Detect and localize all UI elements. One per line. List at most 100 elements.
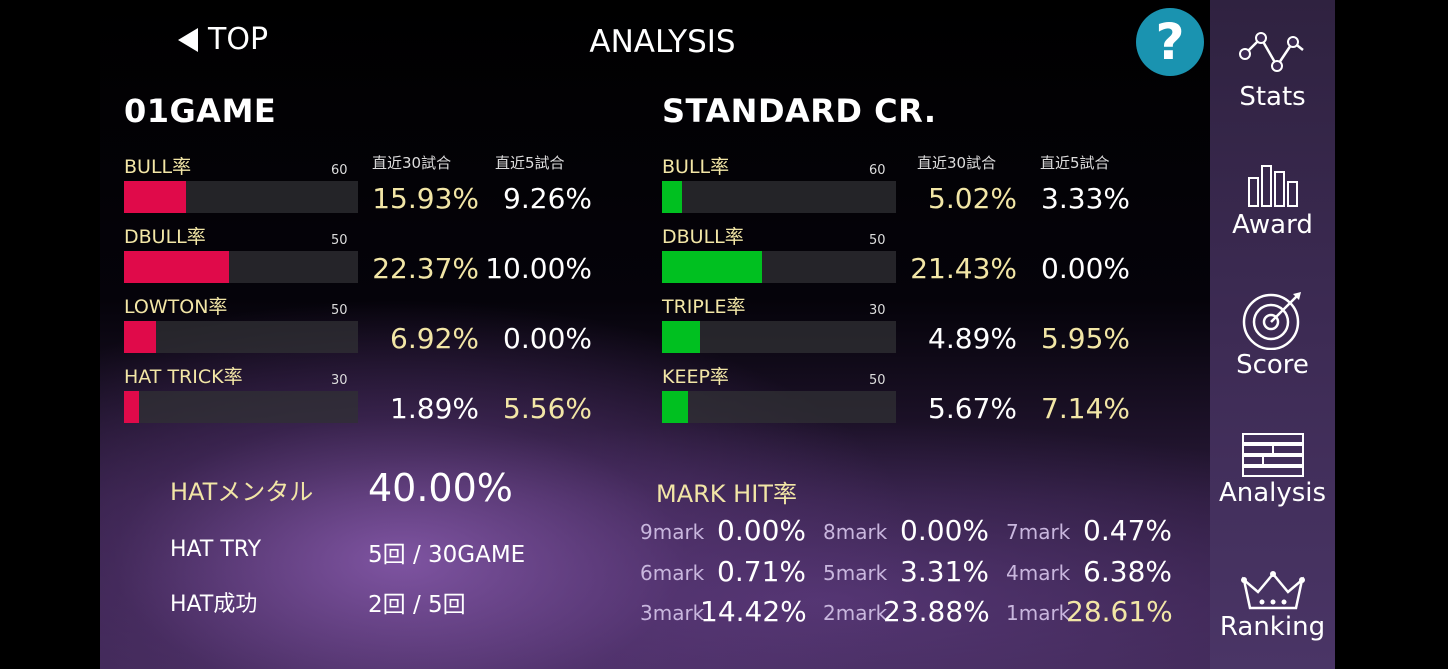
cricket-stat-recent5: 0.00% [1041,252,1130,285]
sidebar-label-analysis: Analysis [1218,478,1327,508]
mark-hit-value: 3.31% [900,555,989,588]
mark-hit-value: 0.00% [717,514,806,547]
game01-stat-max: 60 [331,163,348,178]
analysis-screen: TOP ANALYSIS ? 01GAME 直近30試合 直近5試合 BULL率… [100,0,1210,669]
cricket-stat-max: 60 [869,163,886,178]
mark-hit-value: 0.00% [900,514,989,547]
cricket-stat-bar [662,181,896,213]
mark-hit-label: 5mark [823,561,888,585]
cricket-title: STANDARD CR. [662,92,937,130]
cricket-stat-recent30: 4.89% [928,322,1017,355]
cricket-stat-bar-fill [662,181,682,213]
page-title: ANALYSIS [589,24,736,60]
sidebar-label-ranking: Ranking [1219,612,1326,642]
hat-try-value: 5回 / 30GAME [368,542,526,568]
cricket-stat-label: BULL率 [662,156,730,178]
game01-stat-bar [124,321,358,353]
analysis-icon [1241,433,1304,477]
hat-success-label: HAT成功 [170,592,258,617]
sidebar-item-score[interactable]: Score [1210,290,1335,380]
cricket-stat-recent30: 21.43% [910,252,1017,285]
game01-col-recent30: 直近30試合 [372,154,452,172]
mark-hit-label: 2mark [823,601,888,625]
mark-hit-value: 28.61% [1066,595,1173,628]
game01-stat-label: HAT TRICK率 [124,366,243,388]
mark-hit-label: 8mark [823,520,888,544]
cricket-stat-recent30: 5.67% [928,392,1017,425]
game01-stat-recent30: 1.89% [390,392,479,425]
mark-hit-value: 6.38% [1083,555,1172,588]
cricket-stat-label: KEEP率 [662,366,729,388]
cricket-stat-recent5: 5.95% [1041,322,1130,355]
game01-stat-max: 50 [331,303,348,318]
sidebar-label-stats: Stats [1239,82,1306,112]
cricket-stat-label: DBULL率 [662,226,744,248]
game01-stat-label: DBULL率 [124,226,206,248]
game01-stat-bar [124,251,358,283]
game01-title: 01GAME [124,92,277,130]
sidebar-item-stats[interactable]: Stats [1210,30,1335,112]
hat-try-label: HAT TRY [170,537,262,562]
cricket-stat-bar-fill [662,391,689,423]
crown-icon [1240,571,1305,610]
game01-stat-bar [124,391,358,423]
game01-col-recent5: 直近5試合 [495,154,565,172]
game01-stat-bar-fill [124,251,229,283]
mark-hit-label: 7mark [1006,520,1071,544]
cricket-stat-max: 30 [869,303,886,318]
cricket-col-recent30: 直近30試合 [917,154,997,172]
sidebar-label-score: Score [1236,350,1309,380]
mark-hit-label: 6mark [640,561,705,585]
cricket-stat-bar-fill [662,321,701,353]
mark-hit-title: MARK HIT率 [656,480,797,508]
award-icon [1247,165,1298,207]
sidebar-item-analysis[interactable]: Analysis [1210,432,1335,508]
top-back-button[interactable]: TOP [178,22,268,57]
stats-icon [1238,32,1304,72]
mark-hit-label: 4mark [1006,561,1071,585]
cricket-stat-bar [662,391,896,423]
mark-hit-value: 14.42% [700,595,807,628]
hat-success-value: 2回 / 5回 [368,592,466,618]
sidebar-item-ranking[interactable]: Ranking [1210,570,1335,642]
mark-hit-value: 23.88% [883,595,990,628]
cricket-stat-recent30: 5.02% [928,182,1017,215]
cricket-stat-recent5: 7.14% [1041,392,1130,425]
cricket-stat-bar [662,251,896,283]
game01-stat-recent5: 9.26% [503,182,592,215]
game01-stat-max: 30 [331,373,348,388]
game01-stat-bar-fill [124,181,186,213]
mark-hit-label: 9mark [640,520,705,544]
cricket-stat-max: 50 [869,233,886,248]
game01-stat-recent30: 22.37% [372,252,479,285]
game01-stat-recent30: 15.93% [372,182,479,215]
top-back-label: TOP [208,22,269,57]
cricket-stat-max: 50 [869,373,886,388]
cricket-stat-label: TRIPLE率 [662,296,746,318]
target-icon [1242,292,1301,350]
hat-mental-label: HATメンタル [170,478,314,506]
mark-hit-label: 3mark [640,601,705,625]
cricket-stat-recent5: 3.33% [1041,182,1130,215]
cricket-stat-bar-fill [662,251,763,283]
sidebar-label-award: Award [1232,210,1313,240]
cricket-col-recent5: 直近5試合 [1040,154,1110,172]
game01-stat-bar-fill [124,321,157,353]
game01-stat-label: BULL率 [124,156,192,178]
game01-stat-recent5: 0.00% [503,322,592,355]
game01-stat-bar-fill [124,391,139,423]
mark-hit-label: 1mark [1006,601,1071,625]
game01-stat-recent30: 6.92% [390,322,479,355]
game01-stat-recent5: 10.00% [485,252,592,285]
back-arrow-icon [178,27,198,52]
help-button[interactable]: ? [1136,8,1204,76]
sidebar-nav: Stats Award Score Analysis [1210,0,1335,669]
game01-stat-label: LOWTON率 [124,296,228,318]
mark-hit-value: 0.71% [717,555,806,588]
hat-mental-value: 40.00% [368,466,513,510]
cricket-stat-bar [662,321,896,353]
game01-stat-bar [124,181,358,213]
sidebar-item-award[interactable]: Award [1210,160,1335,240]
mark-hit-value: 0.47% [1083,514,1172,547]
game01-stat-recent5: 5.56% [503,392,592,425]
